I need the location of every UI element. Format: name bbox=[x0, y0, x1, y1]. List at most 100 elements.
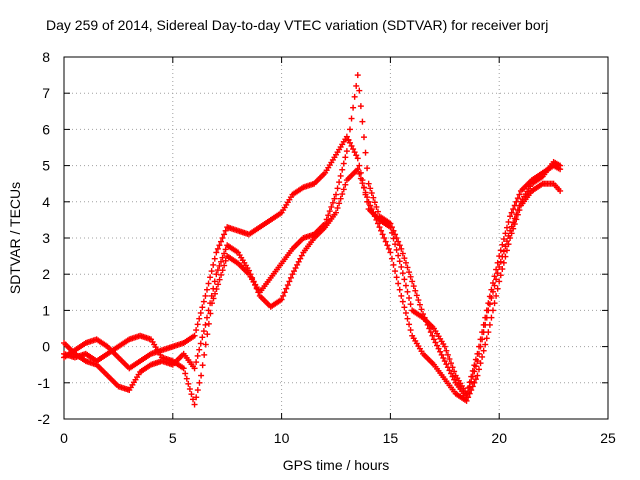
data-point-satellite-track-b bbox=[334, 205, 341, 212]
data-point-satellite-track-b bbox=[333, 209, 339, 216]
data-point-satellite-track-c bbox=[427, 329, 434, 336]
data-point-satellite-track-b bbox=[222, 246, 229, 253]
data-point-satellite-track-a bbox=[444, 351, 451, 358]
data-point-satellite-track-b bbox=[370, 209, 377, 216]
data-point-satellite-track-c bbox=[479, 336, 486, 343]
data-point-satellite-track-c bbox=[483, 314, 490, 321]
data-point-satellite-track-c bbox=[373, 203, 380, 210]
data-point-satellite-track-b bbox=[339, 191, 346, 198]
data-point-satellite-track-c bbox=[337, 172, 344, 179]
data-point-satellite-track-c bbox=[194, 387, 201, 394]
data-point-satellite-track-c bbox=[326, 208, 333, 215]
data-point-satellite-track-c bbox=[412, 287, 419, 294]
data-point-satellite-track-b bbox=[479, 353, 486, 360]
data-point-satellite-track-c bbox=[423, 318, 430, 325]
data-point-satellite-track-c bbox=[466, 383, 473, 390]
data-point-satellite-track-b bbox=[503, 247, 510, 254]
data-point-satellite-track-b bbox=[294, 261, 301, 268]
data-point-satellite-track-c bbox=[221, 262, 228, 269]
data-point-satellite-track-b bbox=[491, 300, 498, 307]
data-point-satellite-track-c bbox=[437, 348, 444, 355]
data-point-satellite-track-b bbox=[395, 280, 402, 287]
data-point-satellite-track-a bbox=[401, 276, 408, 283]
data-point-satellite-track-c bbox=[331, 195, 338, 202]
data-point-satellite-track-b bbox=[364, 194, 371, 201]
data-point-satellite-track-c bbox=[215, 281, 222, 288]
data-point-satellite-track-a bbox=[193, 327, 200, 334]
data-point-satellite-track-b bbox=[404, 315, 411, 322]
x-tick-label: 25 bbox=[600, 430, 616, 446]
data-point-satellite-track-b bbox=[373, 216, 380, 223]
data-point-satellite-track-c bbox=[407, 273, 414, 280]
data-point-satellite-track-a bbox=[407, 301, 414, 308]
data-point-satellite-track-a bbox=[398, 263, 405, 270]
data-point-satellite-track-a bbox=[502, 230, 509, 237]
data-point-satellite-track-b bbox=[298, 252, 305, 259]
data-point-satellite-track-b bbox=[374, 220, 381, 227]
y-axis-label: SDTVAR / TECUs bbox=[7, 182, 23, 294]
data-point-satellite-track-c bbox=[404, 264, 411, 271]
data-point-satellite-track-c bbox=[387, 220, 394, 227]
data-point-satellite-track-c bbox=[395, 238, 402, 245]
data-point-satellite-track-b bbox=[365, 198, 372, 205]
data-point-satellite-track-c bbox=[480, 329, 487, 336]
data-point-satellite-track-b bbox=[406, 321, 413, 328]
data-point-satellite-track-c bbox=[323, 216, 330, 223]
data-point-satellite-track-a bbox=[497, 247, 504, 254]
data-point-satellite-track-a bbox=[451, 368, 458, 375]
data-point-satellite-track-b bbox=[399, 298, 406, 305]
data-point-satellite-track-b bbox=[191, 365, 198, 372]
data-point-satellite-track-c bbox=[353, 82, 360, 89]
data-point-satellite-track-a bbox=[503, 224, 510, 231]
data-point-satellite-track-c bbox=[396, 242, 403, 249]
data-point-satellite-track-b bbox=[295, 258, 302, 265]
data-point-satellite-track-b bbox=[368, 206, 375, 213]
data-point-satellite-track-b bbox=[480, 347, 487, 354]
y-axis-ticks: -2 -1 0 1 2 3 4 5 6 7 8 bbox=[38, 49, 608, 427]
data-point-satellite-track-c bbox=[354, 72, 361, 79]
data-point-satellite-track-c bbox=[364, 165, 371, 172]
data-point-satellite-track-a bbox=[205, 280, 212, 287]
data-point-satellite-track-a bbox=[194, 321, 201, 328]
data-point-satellite-track-a bbox=[343, 133, 350, 140]
data-point-satellite-track-a bbox=[402, 282, 409, 289]
data-point-satellite-track-c bbox=[186, 386, 193, 393]
data-point-satellite-track-b bbox=[278, 296, 285, 303]
data-point-satellite-track-b bbox=[471, 379, 478, 386]
data-point-satellite-track-c bbox=[182, 370, 189, 377]
data-point-satellite-track-c bbox=[491, 282, 498, 289]
data-point-satellite-track-b bbox=[286, 278, 293, 285]
data-point-satellite-track-b bbox=[213, 271, 220, 278]
data-point-satellite-track-b bbox=[493, 292, 500, 299]
data-point-satellite-track-c bbox=[421, 314, 428, 321]
data-point-satellite-track-c bbox=[190, 396, 197, 403]
data-point-satellite-track-b bbox=[401, 304, 408, 311]
y-tick-label: 6 bbox=[42, 121, 50, 137]
data-point-satellite-track-c bbox=[424, 321, 431, 328]
x-tick-label: 10 bbox=[274, 430, 290, 446]
data-point-satellite-track-c bbox=[429, 332, 436, 339]
y-tick-label: 1 bbox=[42, 302, 50, 318]
data-point-satellite-track-b bbox=[396, 286, 403, 293]
data-point-satellite-track-c bbox=[371, 199, 378, 206]
data-point-satellite-track-a bbox=[441, 343, 448, 350]
data-point-satellite-track-c bbox=[322, 220, 329, 227]
data-point-satellite-track-c bbox=[199, 362, 206, 369]
data-point-satellite-track-b bbox=[360, 184, 367, 191]
data-point-satellite-track-b bbox=[387, 249, 394, 256]
data-point-satellite-track-b bbox=[297, 255, 304, 262]
data-point-satellite-track-b bbox=[359, 180, 366, 187]
y-tick-label: 5 bbox=[42, 158, 50, 174]
data-point-satellite-track-b bbox=[496, 278, 503, 285]
data-point-satellite-track-c bbox=[469, 373, 476, 380]
data-point-satellite-track-b bbox=[197, 340, 204, 347]
data-point-satellite-track-b bbox=[393, 274, 400, 281]
data-point-satellite-track-c bbox=[508, 223, 515, 230]
data-point-satellite-track-a bbox=[491, 273, 498, 280]
data-point-satellite-track-a bbox=[350, 146, 357, 153]
data-point-satellite-track-c bbox=[444, 364, 451, 371]
data-point-satellite-track-b bbox=[378, 227, 385, 234]
data-point-satellite-track-b bbox=[340, 186, 347, 193]
data-point-satellite-track-c bbox=[392, 231, 399, 238]
data-point-satellite-track-c bbox=[334, 185, 341, 192]
